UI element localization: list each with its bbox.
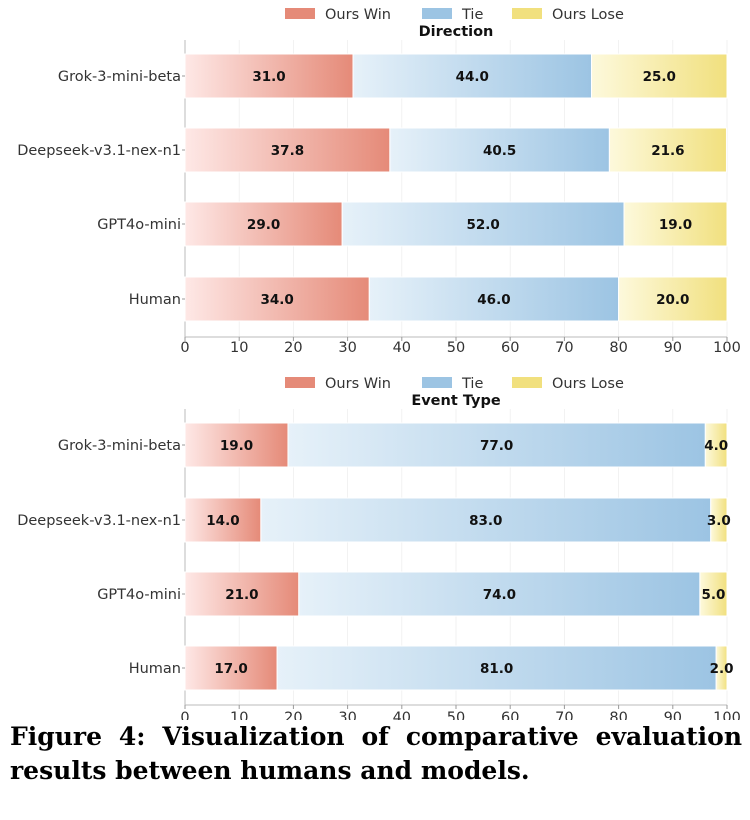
bar-ours-lose: [618, 276, 728, 322]
data-label: 4.0: [704, 438, 728, 454]
x-tick-label: 100: [713, 340, 741, 356]
legend-label: Ours Win: [325, 7, 391, 23]
bar-ours-win: [184, 276, 370, 322]
data-label: 83.0: [469, 513, 502, 529]
bar-tie: [276, 645, 717, 691]
data-label: 52.0: [466, 217, 499, 233]
x-tick-label: 90: [664, 340, 682, 356]
bar-ours-lose: [710, 497, 728, 543]
data-label: 2.0: [710, 661, 734, 677]
x-tick-label: 80: [609, 340, 627, 356]
x-tick-label: 30: [338, 340, 356, 356]
x-tick-label: 60: [501, 710, 519, 720]
bar-ours-lose: [608, 127, 727, 173]
y-tick-label: Deepseek-v3.1-nex-n1: [17, 513, 181, 529]
bar-ours-lose: [715, 645, 728, 691]
bar-ours-win: [184, 201, 343, 247]
bar-tie: [341, 201, 625, 247]
data-label: 29.0: [247, 217, 280, 233]
bar-tie: [352, 53, 592, 99]
x-tick-label: 60: [501, 340, 519, 356]
data-label: 37.8: [271, 143, 304, 159]
bar-ours-win: [184, 497, 262, 543]
y-tick-label: GPT4o-mini: [97, 217, 181, 233]
x-tick-label: 50: [447, 710, 465, 720]
y-tick-label: Human: [129, 292, 181, 308]
data-label: 34.0: [260, 292, 293, 308]
data-label: 5.0: [701, 587, 725, 603]
bar-ours-win: [184, 53, 354, 99]
chart-canvas: Ours Win Tie Ours Lose Direction 31.0 44.0 25.…: [17, 7, 741, 726]
y-tick-label: Grok-3-mini-beta: [58, 438, 181, 454]
bar-tie: [287, 422, 706, 468]
x-tick-label: 20: [284, 710, 302, 720]
y-tick-label: Grok-3-mini-beta: [58, 69, 181, 85]
x-tick-label: 70: [555, 710, 573, 720]
legend-swatch: [422, 377, 452, 388]
chart-title: Event Type: [411, 393, 500, 409]
legend-swatch: [285, 377, 315, 388]
data-label: 81.0: [480, 661, 513, 677]
x-tick-label: 80: [609, 710, 627, 720]
bar-tie: [389, 127, 610, 173]
x-tick-label: 40: [393, 340, 411, 356]
bar-ours-win: [184, 571, 300, 617]
bar-ours-win: [184, 422, 289, 468]
x-tick-label: 20: [284, 340, 302, 356]
x-tick-label: 90: [664, 710, 682, 720]
x-tick-label: 100: [713, 710, 741, 720]
bar-ours-lose: [591, 53, 728, 99]
data-label: 21.0: [225, 587, 258, 603]
legend-swatch: [512, 377, 542, 388]
data-label: 21.6: [651, 143, 684, 159]
data-label: 20.0: [656, 292, 689, 308]
chart-panel-1: Ours Win Tie Ours Lose Direction 31.0 44.0 25.…: [17, 7, 741, 356]
legend-swatch: [512, 8, 542, 19]
bar-ours-lose: [623, 201, 728, 247]
data-label: 77.0: [480, 438, 513, 454]
x-tick-label: 10: [230, 340, 248, 356]
data-label: 46.0: [477, 292, 510, 308]
bar-tie: [298, 571, 701, 617]
legend-swatch: [285, 8, 315, 19]
data-label: 74.0: [483, 587, 516, 603]
x-tick-label: 40: [393, 710, 411, 720]
legend-swatch: [422, 8, 452, 19]
chart-title: Direction: [419, 24, 494, 40]
y-tick-label: Human: [129, 661, 181, 677]
data-label: 31.0: [252, 69, 285, 85]
x-tick-label: 0: [180, 710, 189, 720]
legend-label: Tie: [461, 7, 483, 23]
legend-label: Tie: [461, 376, 483, 392]
data-label: 40.5: [483, 143, 516, 159]
x-tick-label: 10: [230, 710, 248, 720]
bar-tie: [368, 276, 620, 322]
x-tick-label: 70: [555, 340, 573, 356]
x-tick-label: 0: [180, 340, 189, 356]
data-label: 14.0: [206, 513, 239, 529]
chart-panel-2: Ours Win Tie Ours Lose Event Type 19.0 77.0 4.…: [17, 376, 741, 726]
bar-ours-lose: [699, 571, 728, 617]
data-label: 44.0: [456, 69, 489, 85]
legend-label: Ours Lose: [552, 376, 624, 392]
x-tick-label: 50: [447, 340, 465, 356]
bar-ours-win: [184, 645, 278, 691]
data-label: 25.0: [643, 69, 676, 85]
data-label: 3.0: [707, 513, 731, 529]
y-tick-label: Deepseek-v3.1-nex-n1: [17, 143, 181, 159]
figure-caption: Figure 4: Visualization of comparative e…: [10, 722, 742, 785]
bar-ours-lose: [704, 422, 728, 468]
data-label: 19.0: [659, 217, 692, 233]
figure: Ours Win Tie Ours Lose Direction 31.0 44.0 25.…: [17, 7, 741, 726]
data-label: 19.0: [220, 438, 253, 454]
data-label: 17.0: [214, 661, 247, 677]
legend-label: Ours Win: [325, 376, 391, 392]
x-tick-label: 30: [338, 710, 356, 720]
y-tick-label: GPT4o-mini: [97, 587, 181, 603]
legend-label: Ours Lose: [552, 7, 624, 23]
